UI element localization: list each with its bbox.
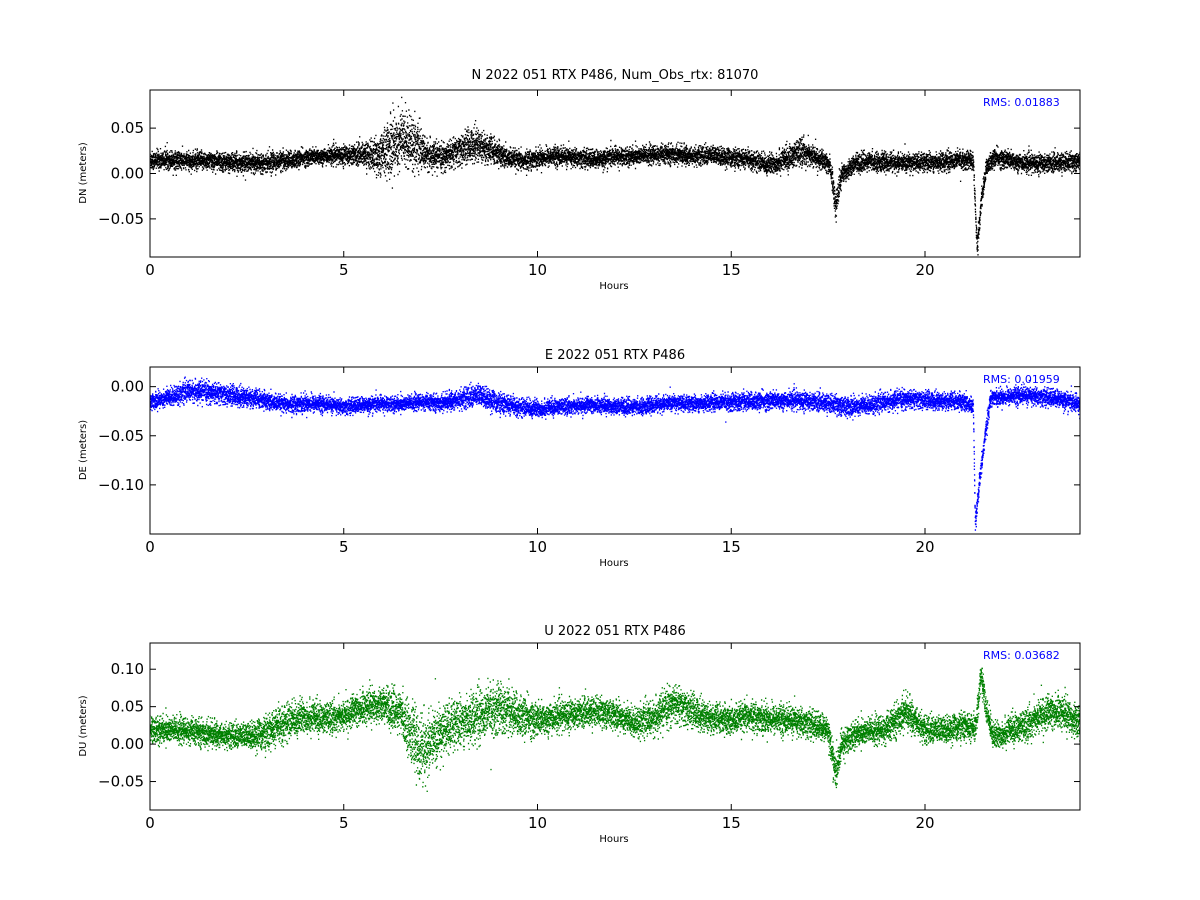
panel-de-plot-area: [150, 376, 1080, 531]
panel-du-x-tick-label: 20: [915, 814, 934, 832]
panel-dn-x-axis-label: Hours: [599, 281, 628, 292]
panel-du-x-tick-label: 0: [145, 814, 155, 832]
panel-de-rms-annotation: RMS: 0.01959: [983, 373, 1060, 386]
panel-de-y-tick-label: 0.00: [111, 378, 144, 396]
panel-du-y-tick-label: −0.05: [98, 773, 144, 791]
panel-de-title: E 2022 051 RTX P486: [545, 348, 685, 363]
panel-de-x-tick-label: 0: [145, 538, 155, 556]
panel-du: U 2022 051 RTX P486 RMS: 0.03682 Hours D…: [78, 624, 1081, 845]
panel-dn-y-tick-label: 0.00: [111, 165, 144, 183]
panel-dn-x-tick-label: 20: [915, 261, 934, 279]
panel-dn-x-tick-label: 5: [339, 261, 349, 279]
panel-du-x-tick-label: 15: [722, 814, 741, 832]
panel-du-plot-area: [150, 667, 1080, 792]
panel-de-y-tick-label: −0.10: [98, 476, 144, 494]
panel-du-title: U 2022 051 RTX P486: [544, 624, 686, 639]
panel-du-x-tick-label: 5: [339, 814, 349, 832]
panel-du-x-tick-label: 10: [528, 814, 547, 832]
panel-du-x-axis-label: Hours: [599, 834, 628, 845]
panel-de-axes-frame: [149, 366, 1081, 535]
panel-dn-title: N 2022 051 RTX P486, Num_Obs_rtx: 81070: [472, 68, 759, 83]
panel-du-y-tick-label: 0.10: [111, 660, 144, 678]
panel-dn-x-tick-label: 15: [722, 261, 741, 279]
panel-dn-x-tick-label: 0: [145, 261, 155, 279]
panel-dn: N 2022 051 RTX P486, Num_Obs_rtx: 81070 …: [78, 68, 1081, 292]
panel-dn-x-tick-label: 10: [528, 261, 547, 279]
panel-du-data-series-0: [150, 667, 1080, 792]
panel-de: E 2022 051 RTX P486 RMS: 0.01959 Hours D…: [78, 348, 1081, 569]
panel-de-x-axis-label: Hours: [599, 558, 628, 569]
panel-dn-y-tick-label: −0.05: [98, 210, 144, 228]
panel-de-x-tick-label: 5: [339, 538, 349, 556]
panel-du-axes-frame: [149, 642, 1081, 811]
panel-dn-data-series-0: [150, 96, 1080, 256]
panel-dn-axes-frame: [149, 89, 1081, 258]
panel-du-y-tick-label: 0.00: [111, 735, 144, 753]
panel-de-y-tick-label: −0.05: [98, 427, 144, 445]
panel-dn-y-tick-label: 0.05: [111, 119, 144, 137]
panel-dn-rms-annotation: RMS: 0.01883: [983, 96, 1060, 109]
panel-du-rms-annotation: RMS: 0.03682: [983, 649, 1060, 662]
panel-de-x-tick-label: 15: [722, 538, 741, 556]
panel-de-data-series-0: [150, 376, 1080, 531]
panel-du-y-tick-label: 0.05: [111, 698, 144, 716]
panel-de-x-tick-label: 10: [528, 538, 547, 556]
panel-dn-plot-area: [150, 96, 1080, 256]
panel-dn-y-axis-label: DN (meters): [78, 142, 89, 204]
panel-de-x-tick-label: 20: [915, 538, 934, 556]
panel-du-y-axis-label: DU (meters): [78, 695, 89, 756]
panel-de-y-axis-label: DE (meters): [78, 420, 89, 480]
